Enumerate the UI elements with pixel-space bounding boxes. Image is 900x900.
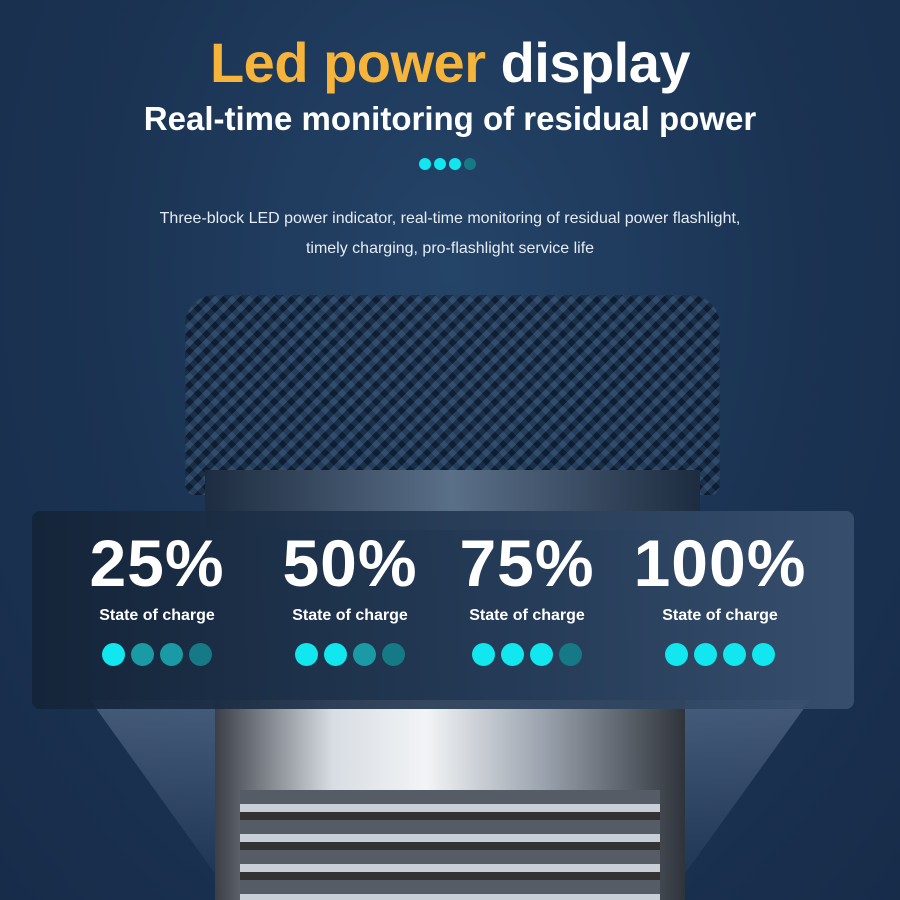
charge-panel — [32, 511, 854, 709]
led-dot-on — [419, 158, 431, 170]
led-dot-on — [723, 643, 746, 666]
level-100: 100% State of charge — [625, 525, 815, 666]
led-dot-on — [102, 643, 125, 666]
level-25: 25% State of charge — [82, 525, 232, 666]
subtitle: Real-time monitoring of residual power — [143, 100, 757, 137]
led-dot-on — [752, 643, 775, 666]
led-dot-on — [324, 643, 347, 666]
indicator-dots — [82, 643, 232, 666]
led-dot-off — [464, 158, 476, 170]
indicator-dots — [625, 643, 815, 666]
led-dot-off — [131, 643, 154, 666]
led-dot-off — [382, 643, 405, 666]
indicator-dots — [275, 643, 425, 666]
header-dots — [419, 158, 476, 170]
led-dot-off — [189, 643, 212, 666]
led-dot-off — [559, 643, 582, 666]
flashlight-grip-image — [240, 790, 660, 900]
led-dot-off — [160, 643, 183, 666]
indicator-dots — [452, 643, 602, 666]
led-dot-on — [434, 158, 446, 170]
led-dot-on — [449, 158, 461, 170]
led-dot-on — [501, 643, 524, 666]
level-50: 50% State of charge — [275, 525, 425, 666]
led-dot-off — [353, 643, 376, 666]
level-75: 75% State of charge — [452, 525, 602, 666]
led-dot-on — [530, 643, 553, 666]
description: Three-block LED power indicator, real-ti… — [159, 210, 741, 257]
led-dot-on — [665, 643, 688, 666]
led-dot-on — [694, 643, 717, 666]
led-dot-on — [295, 643, 318, 666]
led-dot-on — [472, 643, 495, 666]
flashlight-head-image — [185, 295, 720, 495]
page-title: Led power display — [209, 31, 691, 94]
